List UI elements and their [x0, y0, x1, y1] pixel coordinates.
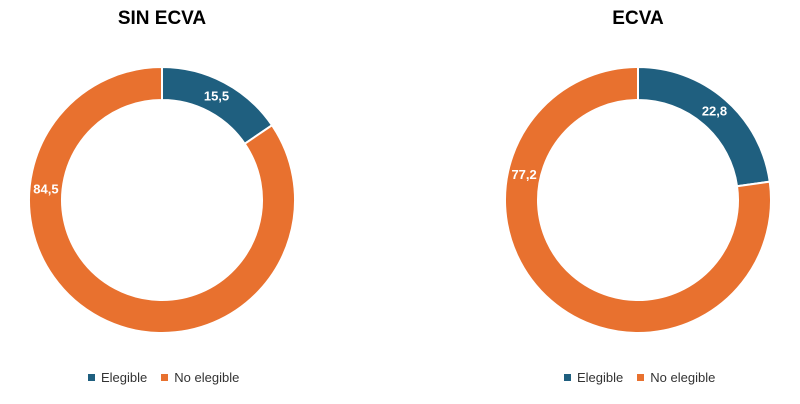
- data-label: 22,8: [702, 104, 727, 119]
- data-label: 15,5: [204, 88, 229, 103]
- donut-slice-no-elegible: [504, 65, 772, 334]
- chart-panel-sin-ecva: SIN ECVA 15,5 84,5 Elegible No elegible: [28, 8, 296, 385]
- legend-item-elegible: Elegible: [88, 370, 147, 385]
- donut-chart: 15,5 84,5: [28, 65, 296, 334]
- legend-item-no-elegible: No elegible: [161, 370, 239, 385]
- legend-swatch-no-elegible: [161, 374, 169, 381]
- legend-swatch-elegible: [88, 374, 95, 381]
- donut-slice-elegible: [637, 65, 771, 188]
- legend: Elegible No elegible: [564, 370, 715, 385]
- legend-label-no-elegible: No elegible: [650, 370, 716, 385]
- legend-label-no-elegible: No elegible: [174, 370, 240, 385]
- chart-title: ECVA: [612, 8, 664, 29]
- donut-slice-elegible: [161, 65, 274, 146]
- legend-swatch-no-elegible: [637, 374, 645, 381]
- chart-panel-ecva: ECVA 22,8 77,2 Elegible No elegible: [400, 0, 800, 404]
- legend-item-elegible: Elegible: [564, 370, 623, 385]
- chart-title: SIN ECVA: [117, 8, 207, 29]
- legend-swatch-elegible: [564, 374, 571, 381]
- data-label: 84,5: [33, 182, 58, 197]
- donut-chart: 22,8 77,2: [504, 65, 772, 334]
- donut-slice-no-elegible: [28, 65, 296, 334]
- legend-label-elegible: Elegible: [101, 370, 148, 385]
- data-label: 77,2: [511, 167, 536, 182]
- legend-item-no-elegible: No elegible: [637, 370, 715, 385]
- legend: Elegible No elegible: [88, 370, 239, 385]
- legend-label-elegible: Elegible: [577, 370, 624, 385]
